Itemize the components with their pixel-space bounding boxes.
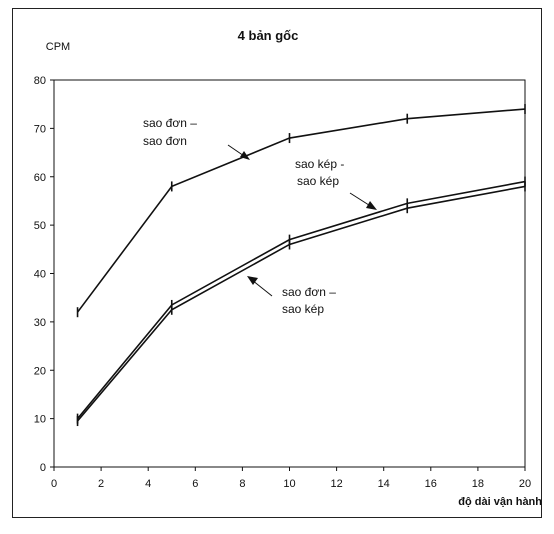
annotation-line: sao kép: [282, 302, 324, 316]
annotation-arrowhead: [247, 276, 258, 285]
series-layer: [76, 104, 526, 427]
x-tick-label: 16: [425, 478, 437, 490]
x-axis-label: độ dài vận hành: [458, 496, 542, 508]
y-axis-label: CPM: [46, 41, 70, 53]
x-tick-label: 8: [239, 478, 245, 490]
series-2: [76, 181, 526, 427]
annotation-line: sao đơn –: [143, 116, 197, 130]
series-line: [76, 180, 526, 420]
annotation-arrowhead: [240, 151, 250, 160]
annotation-arrow-line: [251, 279, 273, 297]
x-tick-label: 4: [145, 478, 151, 490]
x-tick-label: 18: [472, 478, 484, 490]
series-0: [76, 104, 526, 318]
x-tick-label: 2: [98, 478, 104, 490]
x-tick-label: 14: [378, 478, 390, 490]
y-tick-label: 30: [34, 317, 46, 329]
annotation-line: sao đơn: [143, 134, 187, 148]
y-tick-label: 10: [34, 414, 46, 426]
y-tick-label: 20: [34, 365, 46, 377]
y-tick-label: 50: [34, 220, 46, 232]
y-tick-label: 0: [40, 462, 46, 474]
series-1: [76, 176, 526, 424]
y-tick-label: 70: [34, 123, 46, 135]
annotation-sao-don-sao-don: sao đơn – sao đơn: [143, 116, 250, 160]
x-tick-label: 10: [283, 478, 295, 490]
annotation-line: sao kép -: [295, 157, 344, 171]
chart-title: 4 bản gốc: [238, 28, 299, 43]
annotation-sao-don-sao-kep: sao đơn – sao kép: [247, 276, 336, 316]
annotation-arrowhead: [366, 201, 377, 210]
annotation-sao-kep-sao-kep: sao kép - sao kép: [295, 157, 377, 210]
x-tick-label: 6: [192, 478, 198, 490]
x-tick-label: 0: [51, 478, 57, 490]
y-tick-label: 40: [34, 269, 46, 281]
x-tick-label: 12: [330, 478, 342, 490]
y-tick-label: 60: [34, 172, 46, 184]
annotation-line: sao kép: [297, 174, 339, 188]
annotation-line: sao đơn –: [282, 285, 336, 299]
axes: 0 10 20 30 40 50 60 70 80 0 2 4 6 8 10 12 14 16 18 20: [34, 75, 531, 490]
chart-frame: [12, 8, 542, 518]
y-tick-label: 80: [34, 75, 46, 87]
x-tick-label: 20: [519, 478, 531, 490]
